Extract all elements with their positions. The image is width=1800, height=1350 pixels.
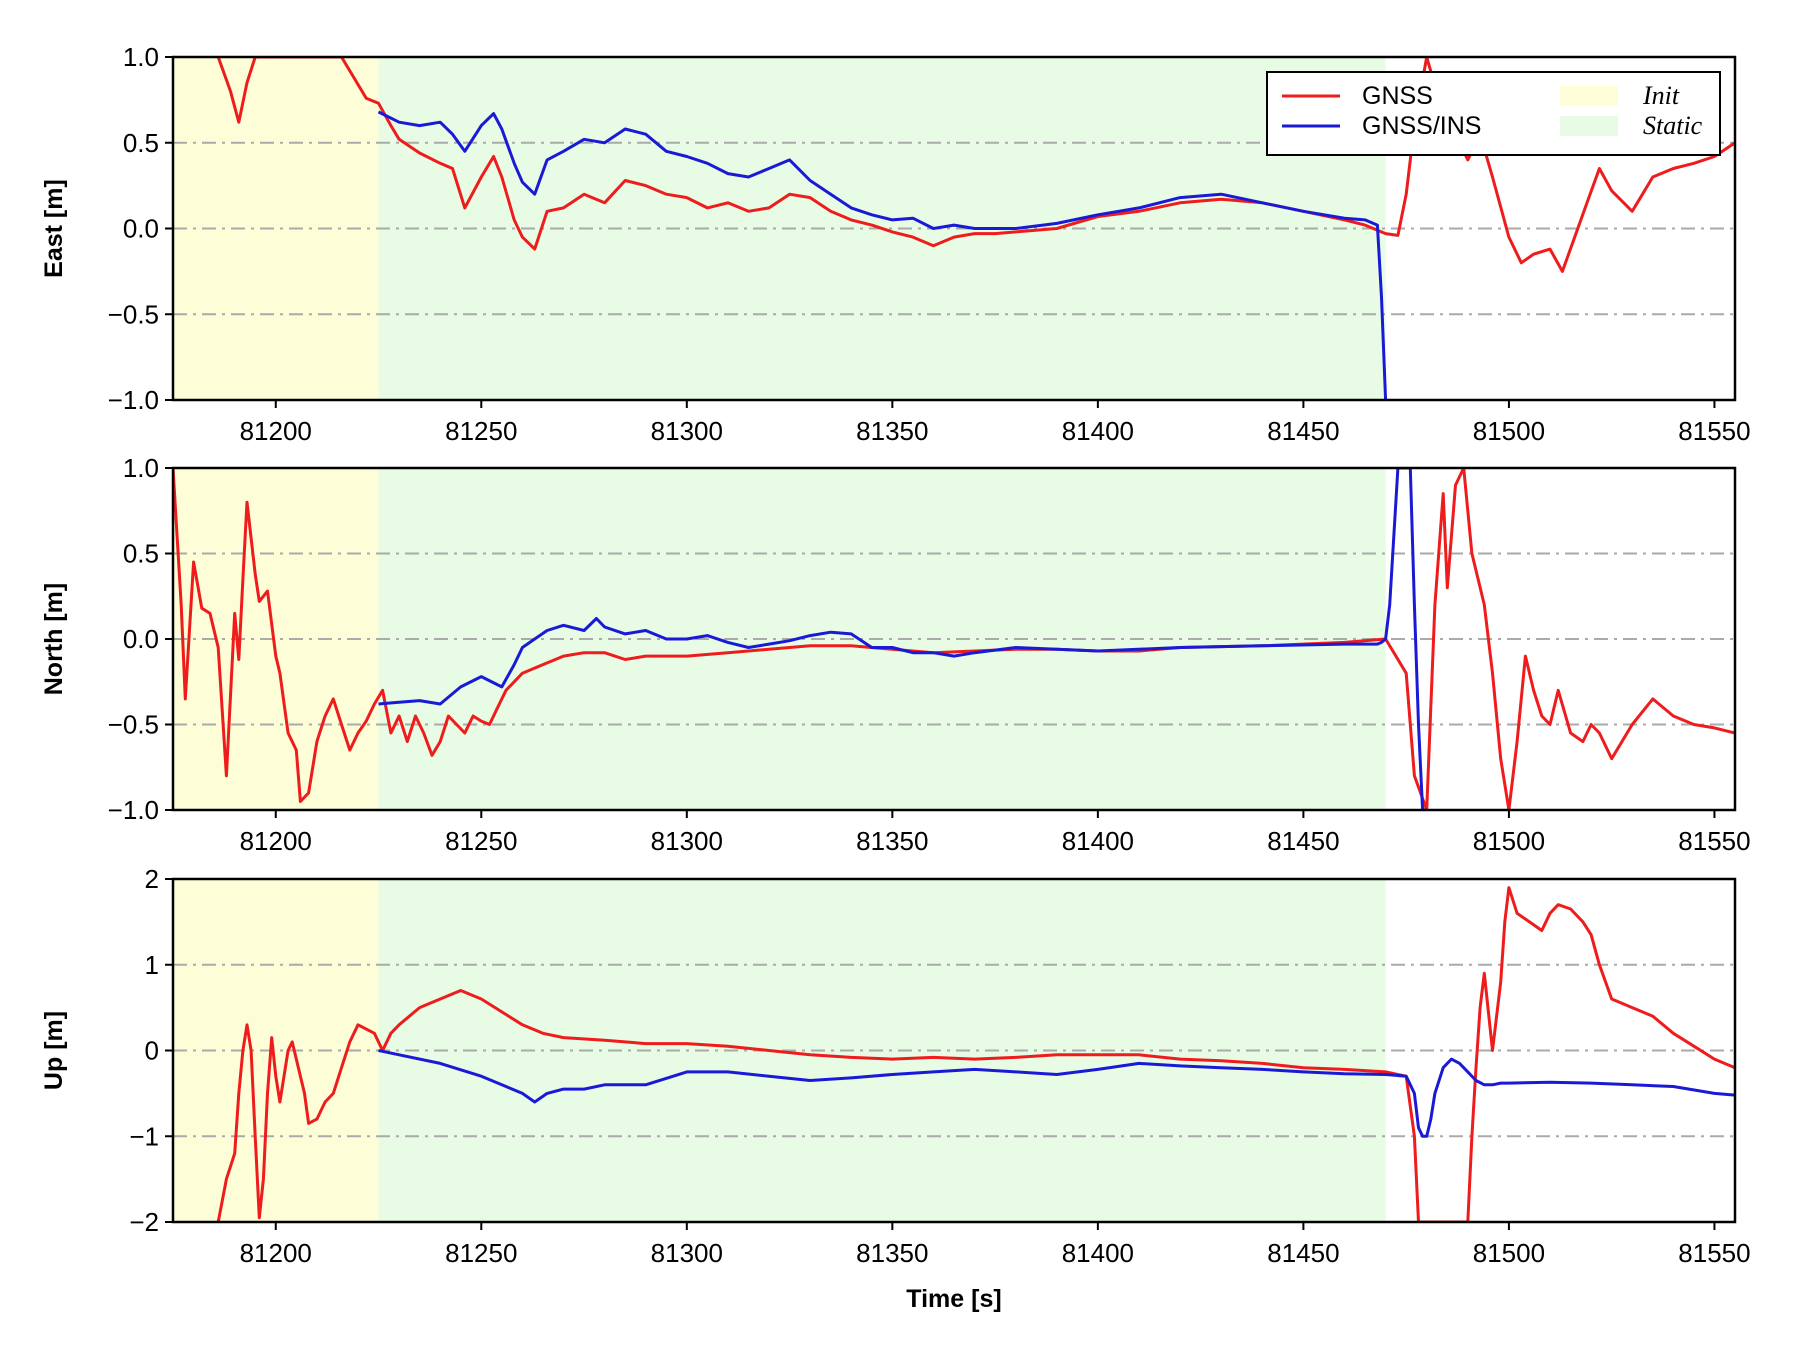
legend-label-static: Static bbox=[1643, 111, 1703, 140]
x-tick-label: 81350 bbox=[856, 826, 928, 856]
x-tick-label: 81350 bbox=[856, 416, 928, 446]
series-line-gnss bbox=[216, 886, 1735, 1222]
x-tick-label: 81450 bbox=[1267, 1238, 1339, 1268]
y-tick-label: 2 bbox=[145, 864, 159, 894]
legend-label-gnss: GNSS bbox=[1362, 82, 1433, 110]
y-axis-label: East [m] bbox=[40, 179, 68, 278]
x-tick-label: 81550 bbox=[1678, 1238, 1750, 1268]
y-tick-label: −1 bbox=[129, 1121, 159, 1151]
x-tick-label: 81550 bbox=[1678, 826, 1750, 856]
series-layer bbox=[216, 57, 1735, 400]
x-tick-label: 81550 bbox=[1678, 416, 1750, 446]
x-tick-label: 81250 bbox=[445, 826, 517, 856]
legend-label-gnss-ins: GNSS/INS bbox=[1362, 112, 1481, 140]
legend-swatch-static bbox=[1560, 116, 1618, 136]
x-tick-label: 81500 bbox=[1473, 826, 1545, 856]
y-tick-label: 0.0 bbox=[123, 624, 159, 654]
x-tick-label: 81450 bbox=[1267, 416, 1339, 446]
x-tick-label: 81200 bbox=[240, 416, 312, 446]
series-line-gnss-ins bbox=[377, 110, 1388, 400]
y-tick-label: 1.0 bbox=[123, 453, 159, 483]
y-tick-label: −0.5 bbox=[108, 710, 159, 740]
x-tick-label: 81450 bbox=[1267, 826, 1339, 856]
x-tick-label: 81250 bbox=[445, 1238, 517, 1268]
x-tick-label: 81400 bbox=[1062, 1238, 1134, 1268]
y-tick-label: 1.0 bbox=[123, 42, 159, 72]
panel-east: 81200 81250 81300 81350 81400 81450 81500 81550… bbox=[40, 42, 1751, 446]
axes: 81200 81250 81300 81350 81400 81450 81500 81550… bbox=[108, 453, 1751, 856]
x-axis-label: Time [s] bbox=[906, 1285, 1001, 1313]
x-tick-label: 81300 bbox=[651, 826, 723, 856]
x-tick-label: 81400 bbox=[1062, 826, 1134, 856]
y-tick-label: −2 bbox=[129, 1207, 159, 1237]
legend: GNSS GNSS/INS Init Static bbox=[1266, 71, 1721, 156]
series-line-gnss bbox=[216, 57, 1735, 273]
axes: 81200 81250 81300 81350 81400 81450 81500 81550… bbox=[129, 864, 1750, 1268]
y-tick-label: −1.0 bbox=[108, 795, 159, 825]
axes: 81200 81250 81300 81350 81400 81450 81500 81550… bbox=[108, 42, 1751, 446]
y-tick-label: 0.5 bbox=[123, 128, 159, 158]
x-tick-label: 81200 bbox=[240, 1238, 312, 1268]
series-layer bbox=[173, 468, 1735, 810]
y-tick-label: 0.0 bbox=[123, 214, 159, 244]
y-tick-label: −0.5 bbox=[108, 299, 159, 329]
series-line-gnss bbox=[173, 468, 1735, 810]
y-axis-label: North [m] bbox=[40, 583, 68, 695]
x-tick-label: 81500 bbox=[1473, 1238, 1545, 1268]
y-tick-label: 0 bbox=[145, 1036, 159, 1066]
series-layer bbox=[216, 886, 1735, 1222]
series-line-gnss-ins bbox=[378, 468, 1427, 810]
x-tick-label: 81400 bbox=[1062, 416, 1134, 446]
y-axis-label: Up [m] bbox=[40, 1011, 68, 1090]
legend-swatch-init bbox=[1560, 86, 1618, 106]
x-tick-label: 81350 bbox=[856, 1238, 928, 1268]
x-tick-label: 81500 bbox=[1473, 416, 1545, 446]
panel-up: 81200 81250 81300 81350 81400 81450 81500 81550… bbox=[40, 864, 1751, 1313]
x-tick-label: 81250 bbox=[445, 416, 517, 446]
legend-frame bbox=[1266, 71, 1721, 156]
panel-north: 81200 81250 81300 81350 81400 81450 81500 81550… bbox=[40, 453, 1751, 856]
y-tick-label: 1 bbox=[145, 950, 159, 980]
legend-label-init: Init bbox=[1642, 81, 1680, 110]
y-tick-label: −1.0 bbox=[108, 385, 159, 415]
x-tick-label: 81200 bbox=[240, 826, 312, 856]
y-tick-label: 0.5 bbox=[123, 539, 159, 569]
x-tick-label: 81300 bbox=[651, 1238, 723, 1268]
series-line-gnss-ins bbox=[378, 1049, 1735, 1138]
x-tick-label: 81300 bbox=[651, 416, 723, 446]
